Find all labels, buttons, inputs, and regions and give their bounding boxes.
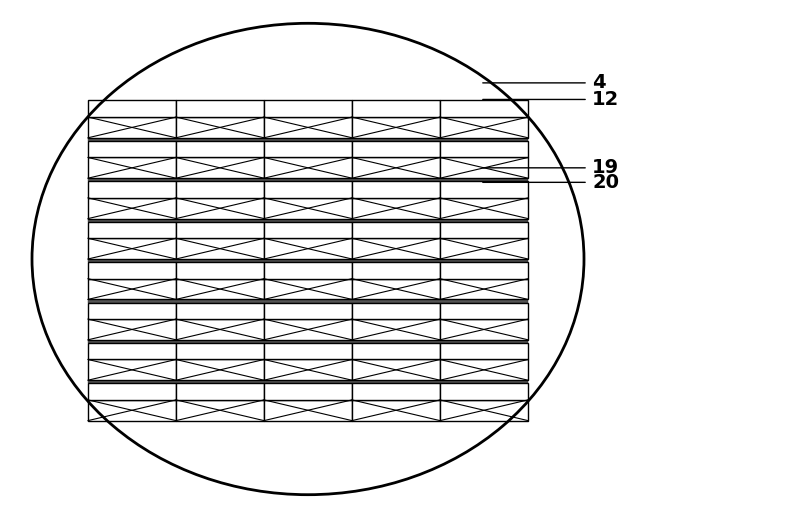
Bar	[88, 262, 176, 279]
Bar	[352, 343, 440, 359]
Bar	[264, 238, 352, 259]
Bar	[352, 400, 440, 421]
Bar	[88, 400, 176, 421]
Bar	[176, 262, 264, 279]
Text: 12: 12	[592, 90, 619, 109]
Bar	[88, 138, 528, 141]
Bar	[176, 100, 264, 117]
Bar	[88, 157, 176, 178]
Bar	[176, 157, 264, 178]
Text: 4: 4	[592, 74, 606, 92]
Bar	[264, 157, 352, 178]
Bar	[88, 380, 528, 383]
Bar	[352, 238, 440, 259]
Bar	[440, 319, 528, 340]
Bar	[440, 383, 528, 400]
Bar	[88, 319, 176, 340]
Bar	[440, 157, 528, 178]
Bar	[352, 181, 440, 198]
Bar	[88, 340, 528, 343]
Bar	[264, 279, 352, 299]
Bar	[176, 238, 264, 259]
Bar	[264, 359, 352, 380]
Bar	[440, 303, 528, 319]
Bar	[264, 303, 352, 319]
Bar	[88, 259, 528, 262]
Bar	[440, 238, 528, 259]
Bar	[264, 383, 352, 400]
Bar	[264, 198, 352, 219]
Bar	[352, 157, 440, 178]
Bar	[88, 141, 176, 157]
Bar	[352, 222, 440, 238]
Bar	[440, 222, 528, 238]
Bar	[352, 359, 440, 380]
Bar	[264, 141, 352, 157]
Bar	[176, 319, 264, 340]
Bar	[88, 181, 176, 198]
Bar	[88, 359, 176, 380]
Bar	[88, 219, 528, 222]
Bar	[176, 400, 264, 421]
Bar	[440, 279, 528, 299]
Bar	[88, 383, 176, 400]
Bar	[176, 141, 264, 157]
Bar	[176, 222, 264, 238]
Bar	[176, 198, 264, 219]
Text: 19: 19	[592, 159, 619, 177]
Bar	[264, 262, 352, 279]
Bar	[264, 222, 352, 238]
Bar	[440, 400, 528, 421]
Bar	[440, 359, 528, 380]
Bar	[440, 198, 528, 219]
Bar	[88, 222, 176, 238]
Bar	[264, 400, 352, 421]
Bar	[352, 141, 440, 157]
Bar	[352, 117, 440, 138]
Bar	[264, 319, 352, 340]
Bar	[88, 303, 176, 319]
Text: 20: 20	[592, 173, 619, 192]
Bar	[176, 359, 264, 380]
Bar	[352, 303, 440, 319]
Bar	[88, 238, 176, 259]
Bar	[440, 181, 528, 198]
Bar	[176, 383, 264, 400]
Bar	[264, 181, 352, 198]
Bar	[352, 319, 440, 340]
Bar	[176, 279, 264, 299]
Bar	[176, 181, 264, 198]
Bar	[264, 343, 352, 359]
Bar	[352, 279, 440, 299]
Bar	[88, 100, 176, 117]
Bar	[352, 383, 440, 400]
Bar	[88, 178, 528, 181]
Bar	[264, 117, 352, 138]
Bar	[88, 299, 528, 303]
Bar	[176, 343, 264, 359]
Bar	[264, 100, 352, 117]
Bar	[176, 303, 264, 319]
Bar	[440, 262, 528, 279]
Bar	[88, 198, 176, 219]
Bar	[352, 198, 440, 219]
Bar	[440, 100, 528, 117]
Bar	[88, 279, 176, 299]
Bar	[352, 262, 440, 279]
Bar	[440, 141, 528, 157]
Bar	[176, 117, 264, 138]
Bar	[88, 117, 176, 138]
Bar	[352, 100, 440, 117]
Bar	[88, 343, 176, 359]
Bar	[440, 343, 528, 359]
Bar	[440, 117, 528, 138]
